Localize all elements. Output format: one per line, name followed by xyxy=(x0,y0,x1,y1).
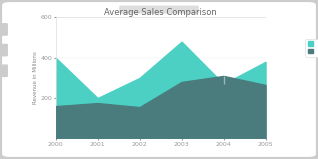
Y-axis label: Revenue in Millions: Revenue in Millions xyxy=(33,52,38,104)
FancyBboxPatch shape xyxy=(0,64,8,77)
FancyBboxPatch shape xyxy=(0,23,8,36)
FancyBboxPatch shape xyxy=(119,6,199,14)
FancyBboxPatch shape xyxy=(0,44,8,56)
Legend: Product A, Product B: Product A, Product B xyxy=(305,39,318,57)
Title: Average Sales Comparison: Average Sales Comparison xyxy=(104,8,217,17)
